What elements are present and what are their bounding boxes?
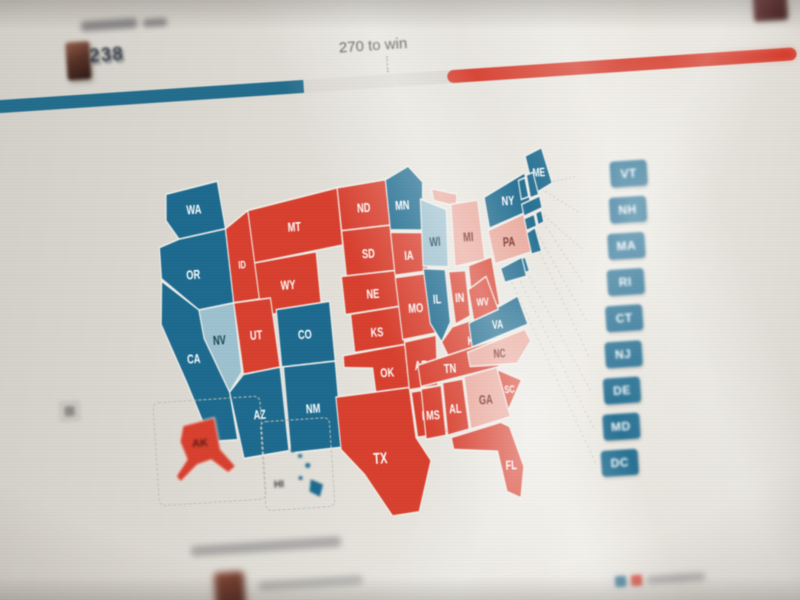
callout-tag-NH[interactable]: NH (608, 195, 647, 224)
callout-line-CT (530, 222, 587, 321)
callout-line-RI (539, 217, 585, 285)
callout-tag-VT[interactable]: VT (609, 159, 648, 188)
state-label-NY: NY (501, 194, 515, 209)
state-label-OK: OK (380, 366, 395, 381)
state-label-NE: NE (366, 288, 380, 303)
state-label-VA: VA (492, 319, 504, 332)
callout-line-DC (511, 281, 597, 465)
target-270-label: 270 to win (338, 34, 408, 57)
state-label-IL: IL (433, 293, 442, 307)
state-RI[interactable] (534, 209, 545, 226)
blurred-footer-text (258, 575, 363, 591)
blurred-footer-text (190, 536, 342, 557)
state-label-NC: NC (493, 348, 506, 362)
state-label-CA: CA (187, 352, 201, 367)
callout-line-DE (523, 266, 592, 393)
map-control-icon (64, 405, 75, 417)
state-label-KS: KS (370, 326, 384, 341)
state-label-MN: MN (395, 199, 410, 214)
callout-tag-NJ[interactable]: NJ (603, 340, 643, 369)
state-label-HI: HI (274, 479, 285, 491)
state-label-IN: IN (455, 292, 465, 306)
callout-line-NJ (534, 241, 590, 357)
state-label-NV: NV (213, 334, 227, 349)
state-WI[interactable] (419, 197, 450, 268)
state-label-CO: CO (298, 328, 313, 343)
callout-line-MD (514, 270, 595, 429)
state-label-TN: TN (444, 362, 457, 377)
party-color-legend (614, 570, 706, 588)
alaska-inset-box: AK (152, 395, 267, 507)
state-label-FL: FL (505, 459, 517, 474)
target-270-tick (385, 56, 389, 73)
state-label-WA: WA (186, 203, 202, 218)
blurred-legend-text (646, 571, 706, 584)
state-label-UT: UT (250, 329, 263, 344)
state-label-SD: SD (362, 247, 376, 262)
state-label-MS: MS (426, 409, 441, 424)
state-label-AL: AL (449, 402, 462, 417)
state-label-ND: ND (357, 202, 371, 217)
legend-dem-swatch (614, 575, 627, 588)
blurred-footer-avatar (213, 570, 246, 600)
state-label-OR: OR (186, 268, 201, 283)
state-label-NM: NM (306, 402, 321, 417)
callout-tag-MA[interactable]: MA (607, 231, 646, 261)
state-label-WY: WY (280, 279, 296, 294)
callout-tag-RI[interactable]: RI (605, 267, 645, 297)
state-label-GA: GA (478, 393, 493, 408)
callout-tag-DC[interactable]: DC (600, 448, 640, 477)
callout-tag-DE[interactable]: DE (602, 376, 642, 405)
state-HI[interactable] (290, 447, 324, 499)
state-label-PA: PA (502, 235, 515, 250)
state-label-WV: WV (476, 296, 490, 308)
state-label-SC: SC (504, 383, 515, 395)
callout-tag-CT[interactable]: CT (604, 303, 644, 333)
state-label-MO: MO (408, 301, 424, 316)
legend-rep-swatch (630, 574, 643, 587)
state-label-MI: MI (463, 231, 474, 246)
callout-tag-MD[interactable]: MD (601, 412, 641, 441)
map-control-button[interactable] (57, 399, 82, 423)
state-label-AK: AK (192, 437, 209, 450)
state-label-IA: IA (404, 249, 414, 263)
state-label-TX: TX (373, 449, 388, 467)
hawaii-inset-box: HI (259, 416, 336, 512)
state-label-ID: ID (238, 259, 247, 271)
state-label-MT: MT (287, 221, 301, 236)
state-label-WI: WI (429, 235, 441, 250)
